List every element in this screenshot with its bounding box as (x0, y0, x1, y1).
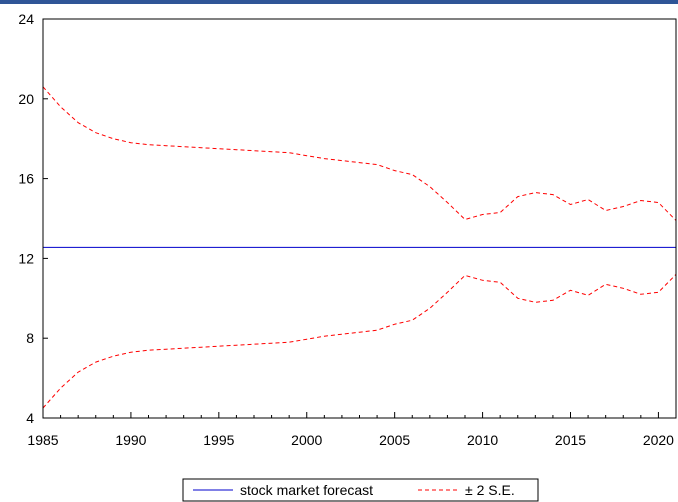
axes-group: 4 8 12 16 20 24 1985 1990 1995 2000 2005 2010 2015 20… (0, 0, 678, 448)
x-tick-label: 1995 (203, 432, 234, 448)
legend-label-se: ± 2 S.E. (465, 482, 515, 498)
x-tick-label: 2020 (643, 432, 674, 448)
x-tick-label: 2015 (555, 432, 586, 448)
x-tick-label: 2010 (467, 432, 498, 448)
y-tick-label: 20 (18, 91, 34, 107)
y-tick-label: 12 (18, 250, 34, 266)
y-tick-label: 24 (18, 11, 34, 27)
top-accent-bar (0, 0, 678, 4)
y-tick-label: 4 (26, 410, 34, 426)
x-tick-label: 1990 (115, 432, 146, 448)
y-tick-label: 8 (26, 330, 34, 346)
x-tick-label: 2000 (291, 432, 322, 448)
x-tick-label: 2005 (379, 432, 410, 448)
se-band-lower-line (42, 274, 677, 409)
plot-frame (42, 18, 677, 419)
y-tick-label: 16 (18, 171, 34, 187)
band-series-group (42, 86, 677, 409)
legend-box (182, 478, 539, 502)
legend: stock market forecast ± 2 S.E. (182, 478, 539, 502)
se-band-upper-line (42, 86, 677, 221)
x-tick-label: 1985 (27, 432, 58, 448)
legend-label-forecast: stock market forecast (240, 482, 373, 498)
